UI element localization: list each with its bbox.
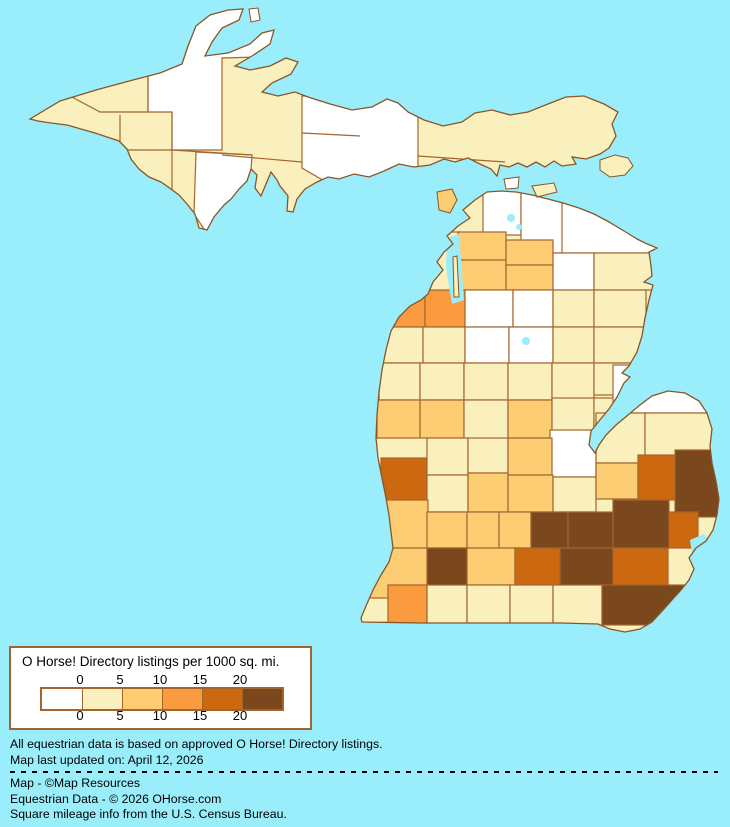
county-cell — [551, 397, 595, 434]
island — [452, 255, 460, 298]
county-cell — [593, 252, 659, 291]
legend-tick-label: 15 — [192, 672, 208, 687]
footer-credits: Map - ©Map Resources Equestrian Data - ©… — [10, 776, 287, 823]
county-cell — [593, 326, 645, 364]
michigan-choropleth-map — [28, 7, 720, 633]
county-cell — [508, 326, 554, 364]
county-cell — [382, 289, 426, 328]
county-cell — [380, 457, 428, 507]
county-cell — [507, 399, 553, 439]
legend-swatch — [122, 689, 162, 709]
county-cell — [387, 584, 428, 626]
legend-ticks-bottom: 0 5 10 15 20 — [11, 708, 310, 723]
county-cell — [376, 399, 421, 439]
county-cell — [466, 547, 516, 586]
county-cell — [612, 499, 670, 549]
county-cell — [457, 231, 507, 261]
county-cell — [426, 511, 468, 549]
county-cell — [549, 429, 597, 478]
footer-line-updated: Map last updated on: April 12, 2026 — [10, 752, 204, 767]
county-cell — [464, 326, 510, 364]
island — [248, 7, 261, 23]
footer-line-map-credit: Map - ©Map Resources — [10, 776, 141, 790]
county-cell — [378, 362, 421, 401]
county-cell — [507, 474, 554, 513]
county-cell — [463, 362, 509, 401]
legend-swatch — [202, 689, 242, 709]
legend-tick-label: 20 — [232, 672, 248, 687]
county-cell — [551, 362, 595, 401]
county-cell — [530, 511, 569, 549]
legend-tick-label: 5 — [116, 708, 124, 723]
legend-tick-label: 20 — [232, 708, 248, 723]
county-cell — [601, 584, 688, 626]
county-cell — [552, 252, 595, 291]
county-cell — [426, 474, 469, 513]
county-cell — [426, 437, 469, 476]
footer-line-approved: All equestrian data is based on approved… — [10, 737, 383, 751]
county-cell — [466, 584, 511, 626]
county-cell — [464, 289, 514, 328]
footer-line-data-credit: Equestrian Data - © 2026 OHorse.com — [10, 791, 222, 806]
legend-tick-label: 0 — [76, 708, 84, 723]
legend-swatch — [242, 689, 282, 709]
legend-swatch — [42, 689, 82, 709]
island — [531, 182, 558, 198]
county-cell — [561, 199, 659, 254]
county-cell — [426, 584, 468, 626]
county-cell — [552, 326, 595, 364]
island — [599, 154, 634, 178]
county-cell — [552, 289, 595, 328]
county-cell — [467, 437, 509, 474]
county-cell — [419, 399, 465, 439]
county-cell — [498, 511, 532, 549]
county-cell — [457, 259, 507, 291]
legend-title: O Horse! Directory listings per 1000 sq.… — [22, 654, 280, 669]
legend-color-ramp — [40, 687, 284, 711]
legend-tick-label: 10 — [152, 708, 168, 723]
county-cell — [552, 476, 597, 513]
county-cell — [507, 437, 553, 476]
dashed-divider — [10, 771, 718, 773]
county-cell — [505, 264, 554, 291]
county-cell — [612, 547, 669, 586]
county-cell — [482, 191, 522, 236]
county-cell — [567, 511, 614, 549]
legend-ticks-top: 0 5 10 15 20 — [11, 672, 310, 687]
county-cell — [426, 547, 471, 586]
county-cell — [422, 326, 466, 364]
legend-tick-label: 0 — [76, 672, 84, 687]
map-legend: O Horse! Directory listings per 1000 sq.… — [9, 646, 312, 730]
legend-tick-label: 10 — [152, 672, 168, 687]
county-cell — [467, 472, 509, 513]
county-cell — [595, 462, 639, 500]
footer-data-note: All equestrian data is based on approved… — [10, 737, 383, 768]
county-cell — [505, 239, 554, 266]
county-cell — [512, 289, 554, 328]
county-cell — [419, 362, 465, 401]
county-cell — [593, 289, 647, 328]
legend-tick-label: 5 — [116, 672, 124, 687]
county-cell — [378, 499, 429, 549]
footer-line-census-credit: Square mileage info from the U.S. Census… — [10, 807, 287, 822]
county-cell — [637, 454, 676, 501]
legend-swatch — [162, 689, 202, 709]
county-cell — [509, 584, 554, 626]
county-cell — [514, 547, 561, 586]
county-cell — [466, 511, 500, 549]
county-cell — [507, 362, 553, 401]
legend-tick-label: 15 — [192, 708, 208, 723]
county-cell — [612, 364, 711, 414]
legend-swatch — [82, 689, 122, 709]
county-cell — [552, 584, 603, 626]
county-cell — [559, 547, 614, 586]
island — [436, 188, 458, 214]
county-cell — [407, 249, 451, 297]
island — [503, 176, 520, 190]
